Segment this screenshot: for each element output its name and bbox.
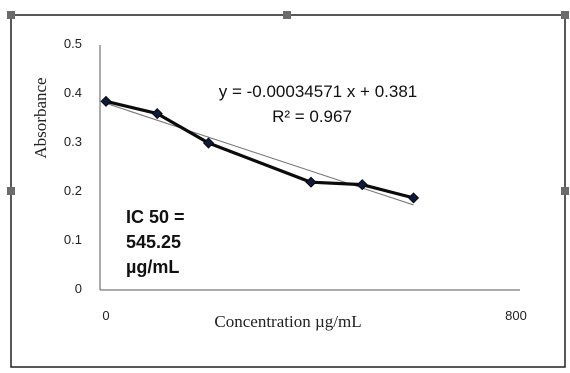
data-point-marker [407, 192, 420, 204]
y-tick-label: 0 [75, 281, 82, 296]
ic50-label: IC 50 = [126, 207, 185, 227]
resize-handle-middle-right[interactable] [561, 187, 569, 195]
data-point-marker [151, 108, 163, 120]
x-tick-label: 800 [505, 308, 527, 323]
series-line [105, 99, 414, 200]
y-tick-label: 0.4 [64, 85, 82, 100]
resize-handle-top-left[interactable] [7, 11, 15, 19]
data-point-marker [100, 95, 112, 107]
plot-area [100, 95, 420, 206]
y-tick-labels: 0 0.1 0.2 0.3 0.4 0.5 [64, 36, 82, 296]
y-axis-title: Absorbance [31, 77, 50, 158]
x-axis-title: Concentration µg/mL [214, 312, 361, 331]
ic50-unit: µg/mL [126, 257, 179, 277]
resize-handle-top-center[interactable] [283, 11, 291, 19]
x-tick-label: 0 [102, 308, 109, 323]
data-point-marker [356, 179, 368, 191]
ic50-value: 545.25 [126, 232, 181, 252]
y-tick-label: 0.5 [64, 36, 82, 51]
data-point-marker [202, 137, 215, 149]
y-tick-label: 0.1 [64, 232, 82, 247]
y-tick-label: 0.2 [64, 183, 82, 198]
r-squared-label: R² = 0.967 [272, 107, 352, 126]
y-tick-label: 0.3 [64, 134, 82, 149]
resize-handle-top-right[interactable] [561, 11, 569, 19]
trendline-equation: y = -0.00034571 x + 0.381 [219, 82, 418, 101]
resize-handle-middle-left[interactable] [7, 187, 15, 195]
data-point-marker [305, 176, 317, 188]
linear-trendline [105, 102, 414, 206]
